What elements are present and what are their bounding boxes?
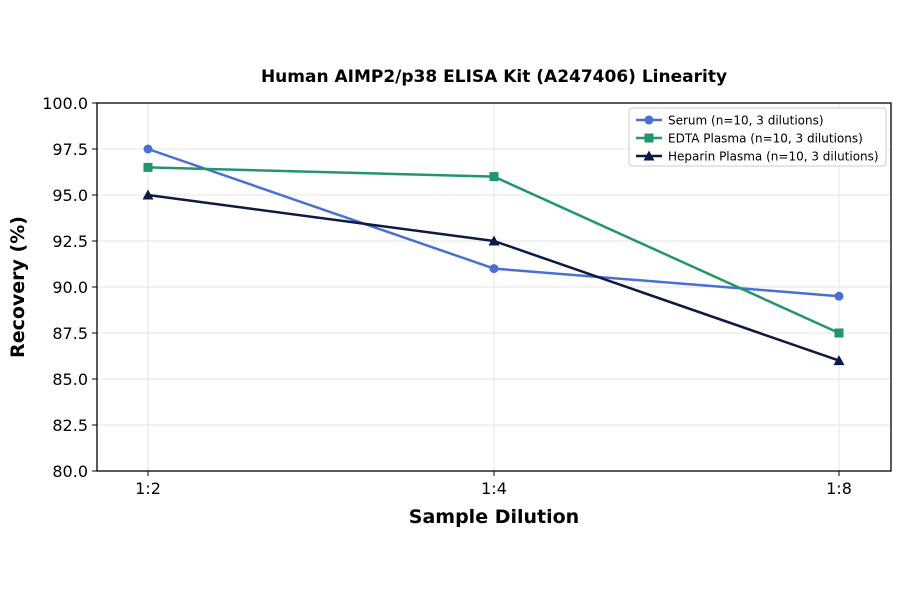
data-point xyxy=(488,235,500,246)
data-point xyxy=(834,291,844,301)
data-point xyxy=(143,162,153,172)
x-tick-label: 1:4 xyxy=(481,479,507,498)
data-point xyxy=(143,144,153,154)
legend: Serum (n=10, 3 dilutions) EDTA Plasma (n=… xyxy=(628,107,887,167)
legend-marker xyxy=(643,150,655,161)
legend-label: Heparin Plasma (n=10, 3 dilutions) xyxy=(668,150,879,164)
data-point xyxy=(834,328,844,338)
y-tick-label: 85.0 xyxy=(52,370,88,389)
series-layer xyxy=(142,144,845,366)
data-point xyxy=(489,172,499,182)
data-point xyxy=(142,189,154,200)
y-tick-label: 97.5 xyxy=(52,140,88,159)
chart-title: Human AIMP2/p38 ELISA Kit (A247406) Line… xyxy=(261,67,727,87)
y-tick-label: 95.0 xyxy=(52,186,88,205)
x-axis-label: Sample Dilution xyxy=(409,506,579,528)
y-tick-label: 100.0 xyxy=(42,94,88,113)
y-tick-label: 90.0 xyxy=(52,278,88,297)
y-tick-label: 80.0 xyxy=(52,462,88,481)
legend-box xyxy=(628,107,887,167)
legend-marker xyxy=(644,115,654,125)
data-point xyxy=(833,355,845,366)
ticks: 80.0 82.5 85.0 87.5 90.0 92.5 95.0 97.5 100.0 1:2… xyxy=(42,94,852,498)
legend-marker xyxy=(644,133,654,143)
y-tick-label: 82.5 xyxy=(52,416,88,435)
y-tick-label: 92.5 xyxy=(52,232,88,251)
data-point xyxy=(489,264,499,274)
x-tick-label: 1:8 xyxy=(826,479,852,498)
legend-label: EDTA Plasma (n=10, 3 dilutions) xyxy=(668,132,863,146)
x-tick-label: 1:2 xyxy=(135,479,161,498)
y-axis-label: Recovery (%) xyxy=(7,216,29,358)
y-tick-label: 87.5 xyxy=(52,324,88,343)
legend-label: Serum (n=10, 3 dilutions) xyxy=(668,114,824,128)
